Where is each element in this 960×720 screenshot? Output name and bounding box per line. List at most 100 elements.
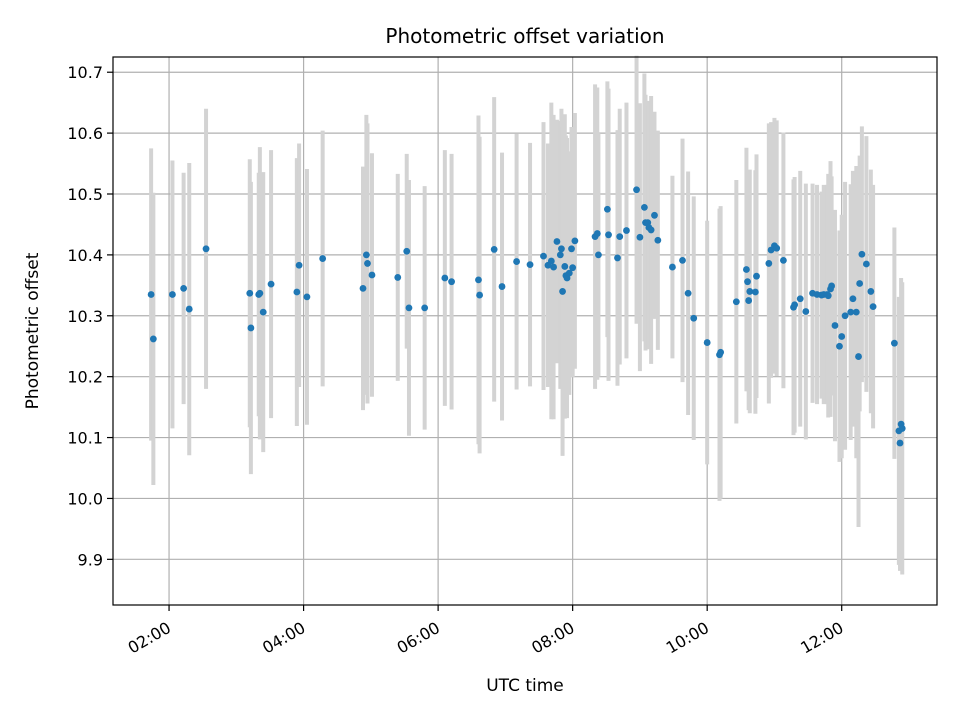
y-tick-label: 10.1: [67, 429, 103, 448]
data-point: [862, 260, 870, 268]
data-point: [732, 298, 740, 306]
y-tick-label: 10.6: [67, 124, 103, 143]
data-point: [690, 314, 698, 322]
data-point: [636, 233, 644, 241]
y-tick-label: 10.3: [67, 307, 103, 326]
data-point: [751, 288, 759, 296]
y-tick-label: 10.7: [67, 63, 103, 82]
data-point: [319, 255, 327, 262]
data-point: [743, 266, 750, 273]
y-tick-label: 10.2: [67, 368, 103, 387]
y-tick-label: 10.0: [67, 489, 103, 508]
data-point: [679, 256, 686, 264]
y-tick-label: 10.4: [67, 246, 103, 265]
data-point: [684, 289, 692, 297]
data-point: [556, 251, 564, 259]
data-point: [421, 304, 429, 312]
data-point: [744, 278, 751, 286]
data-point: [180, 284, 188, 292]
data-point: [490, 246, 498, 253]
data-point: [571, 237, 579, 245]
data-point: [605, 231, 612, 239]
data-point: [838, 333, 846, 340]
data-point: [547, 257, 555, 265]
data-point: [405, 304, 413, 312]
data-point: [633, 186, 640, 194]
data-point: [669, 263, 676, 271]
data-point: [765, 260, 773, 267]
data-point: [847, 308, 855, 316]
data-point: [550, 263, 557, 271]
data-point: [185, 305, 193, 313]
data-point: [246, 289, 254, 297]
data-point: [858, 250, 866, 258]
data-point: [441, 274, 449, 282]
data-point: [540, 252, 547, 260]
y-tick-label: 9.9: [78, 550, 103, 569]
data-point: [526, 261, 534, 269]
data-point: [595, 251, 602, 259]
data-point: [651, 211, 658, 219]
data-point: [568, 245, 575, 253]
data-point: [898, 425, 906, 432]
data-point: [394, 274, 402, 281]
data-point: [828, 282, 836, 290]
data-point: [448, 278, 455, 286]
data-point: [614, 254, 621, 262]
data-point: [867, 288, 875, 295]
data-point: [513, 258, 520, 265]
data-point: [745, 297, 753, 304]
plot-frame: [112, 56, 938, 606]
data-point: [565, 269, 573, 277]
data-point: [259, 308, 267, 316]
data-point: [654, 236, 662, 244]
y-tick-label: 10.5: [67, 185, 103, 204]
data-point: [569, 264, 577, 272]
data-point: [553, 238, 561, 245]
data-point: [561, 263, 569, 270]
data-points: [147, 186, 906, 447]
data-point: [559, 288, 566, 295]
data-point: [796, 295, 804, 303]
data-point: [169, 291, 176, 298]
data-point: [717, 348, 725, 356]
data-point: [476, 291, 483, 299]
data-point: [640, 203, 648, 211]
data-point: [841, 312, 849, 320]
y-axis-label: Photometric offset: [23, 252, 43, 409]
data-point: [855, 353, 862, 360]
data-point: [368, 271, 376, 279]
data-point: [147, 291, 155, 298]
data-point: [558, 245, 565, 253]
data-point: [831, 322, 839, 329]
data-point: [780, 256, 787, 264]
data-point: [836, 342, 843, 350]
data-point: [802, 308, 810, 315]
data-point: [773, 244, 781, 252]
data-point: [753, 272, 760, 280]
data-point: [647, 226, 655, 234]
data-point: [475, 276, 482, 284]
chart-title: Photometric offset variation: [385, 24, 664, 48]
data-point: [746, 288, 754, 295]
data-point: [849, 295, 857, 303]
data-point: [149, 335, 157, 343]
data-point: [852, 308, 860, 316]
data-point: [869, 303, 877, 311]
data-point: [824, 292, 832, 300]
data-point: [256, 289, 264, 297]
data-point: [247, 324, 255, 332]
data-point: [498, 283, 506, 290]
data-point: [791, 301, 799, 309]
data-point: [890, 339, 898, 347]
data-point: [364, 260, 371, 267]
data-point: [303, 293, 311, 301]
data-point: [604, 205, 611, 213]
data-point: [202, 245, 210, 253]
data-point: [623, 227, 630, 234]
data-point: [703, 339, 711, 346]
data-point: [896, 439, 904, 447]
data-point: [856, 280, 864, 287]
data-point: [293, 288, 301, 296]
